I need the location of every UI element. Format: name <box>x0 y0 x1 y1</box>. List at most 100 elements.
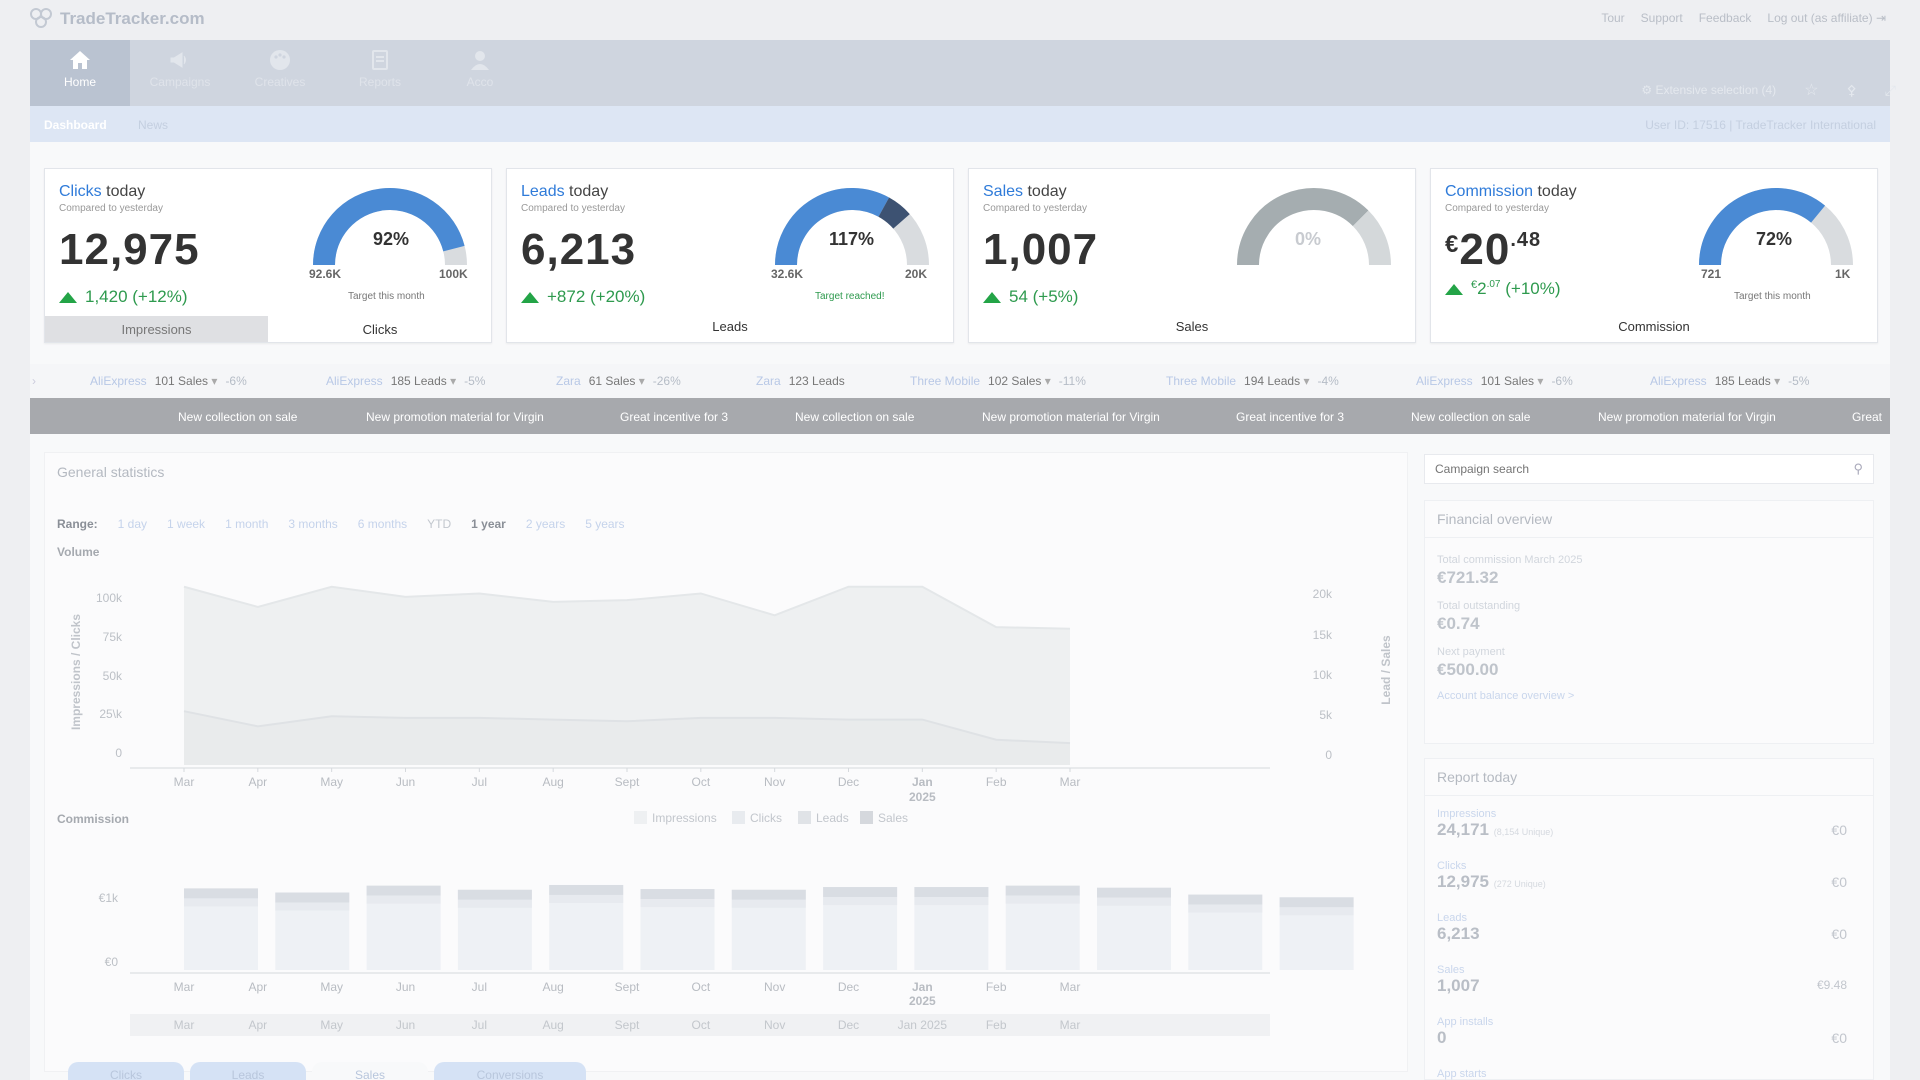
sitemap-icon[interactable]: ⚴ <box>1846 81 1857 98</box>
card-title: Sales today <box>983 183 1067 201</box>
x-tick-label: Mar <box>174 980 195 994</box>
nav-tab-home[interactable]: Home <box>30 40 130 106</box>
legend-label: Clicks <box>750 811 782 825</box>
range-1-week[interactable]: 1 week <box>167 517 206 531</box>
y2-tick-label: 10k <box>1313 668 1333 682</box>
gauge-fill-arc <box>775 188 890 266</box>
ticker-item[interactable]: AliExpress 101 Sales ▾ -6% <box>90 374 247 388</box>
legend-swatch <box>798 811 811 824</box>
report-label: Impressions <box>1437 808 1497 820</box>
report-number: 12,975 <box>1437 872 1489 891</box>
search-input[interactable] <box>1425 455 1825 483</box>
x-tick-label: Jul <box>472 775 487 789</box>
account-balance-link[interactable]: Account balance overview > <box>1437 690 1575 702</box>
ticker-item[interactable]: Zara 123 Leads <box>756 374 845 388</box>
range-1-month[interactable]: 1 month <box>225 517 269 531</box>
news-item[interactable]: New promotion material for Virgin <box>1598 410 1776 424</box>
ticker-value: 101 Sales <box>154 374 209 388</box>
logo-rings-icon <box>30 8 56 30</box>
news-ticker: New collection on sale New promotion mat… <box>30 398 1890 434</box>
gauge-fill-arc <box>313 188 465 266</box>
card-footer: Sales <box>1175 319 1209 334</box>
expand-icon[interactable]: ⤢ <box>1884 81 1896 98</box>
tab-clicks[interactable]: Clicks <box>68 1062 184 1080</box>
ticker-item[interactable]: AliExpress 185 Leads ▾ -5% <box>326 374 485 388</box>
sub-nav: Dashboard News User ID: 17516 | TradeTra… <box>30 106 1890 142</box>
footer-tab-clicks[interactable]: Clicks <box>362 322 398 337</box>
main-nav: Home Campaigns Creatives Reports Acco <box>30 40 1890 106</box>
report-commission: €0 <box>1831 926 1847 942</box>
news-item[interactable]: Great incentive for 3 <box>1236 410 1345 424</box>
nav-tab-creatives[interactable]: Creatives <box>230 40 330 106</box>
ticker-item[interactable]: Three Mobile 102 Sales ▾ -11% <box>910 374 1086 388</box>
range-3-months[interactable]: 3 months <box>288 517 338 531</box>
feedback-link[interactable]: Feedback <box>1698 11 1752 25</box>
news-item[interactable]: New promotion material for Virgin <box>366 410 544 424</box>
ticker-item[interactable]: Zara 61 Sales ▾ -26% <box>556 374 681 388</box>
ticker-item[interactable]: AliExpress 185 Leads ▾ -5% <box>1650 374 1809 388</box>
ticker-value: 185 Leads <box>1714 374 1771 388</box>
commission-bar-mid <box>184 898 258 907</box>
tab-sales[interactable]: Sales <box>312 1062 428 1080</box>
ticker-delta: -6% <box>1551 374 1573 388</box>
report-today: Report today Impressions 24,171 (8,154 U… <box>1424 758 1874 1080</box>
news-item[interactable]: Great incentive for 3 <box>620 410 729 424</box>
support-link[interactable]: Support <box>1640 11 1683 25</box>
news-item[interactable]: New collection on sale <box>178 410 298 424</box>
ticker-program: Zara <box>756 374 781 388</box>
nav-tab-campaigns-label: Campaigns <box>149 75 211 89</box>
ticker-delta: -11% <box>1058 374 1086 388</box>
logout-link[interactable]: Log out (as affiliate) ⇥ <box>1767 11 1886 25</box>
ticker-value: 102 Sales <box>988 374 1042 388</box>
commission-bar-mid <box>640 899 715 908</box>
search-icon[interactable]: ⚲ <box>1853 461 1863 476</box>
card-value-cents: .48 <box>1510 229 1542 251</box>
star-icon[interactable]: ☆ <box>1804 82 1819 99</box>
card-suffix: today <box>1537 183 1577 200</box>
tour-link[interactable]: Tour <box>1601 11 1625 25</box>
fin-value: €721.32 <box>1437 568 1499 587</box>
card-value: 6,213 <box>521 225 637 274</box>
stats-ticker: › AliExpress 101 Sales ▾ -6% AliExpress 185… <box>30 364 1890 398</box>
range-6-months[interactable]: 6 months <box>357 517 408 531</box>
x-tick-label: Jan <box>912 775 933 789</box>
news-item[interactable]: New promotion material for Virgin <box>982 410 1160 424</box>
nav-tab-campaigns[interactable]: Campaigns <box>130 40 230 106</box>
y2-tick-label: 5k <box>1319 708 1333 722</box>
fin-value: €0.74 <box>1437 614 1480 633</box>
news-item[interactable]: New collection on sale <box>795 410 915 424</box>
subnav-dashboard[interactable]: Dashboard <box>44 118 107 132</box>
nav-tab-account[interactable]: Acco <box>430 40 530 106</box>
extensive-selection[interactable]: ⚙ Extensive selection (4) <box>1641 83 1776 97</box>
x-tick-label: Sept <box>615 775 640 789</box>
chevron-down-icon: ▾ <box>1774 374 1781 388</box>
gauge-target: Target this month <box>1734 291 1811 302</box>
subnav-news[interactable]: News <box>138 118 169 132</box>
range-1-day[interactable]: 1 day <box>117 517 148 531</box>
range-2-years[interactable]: 2 years <box>525 517 566 531</box>
gauge-fill-arc <box>1699 188 1826 266</box>
brand-logo[interactable]: TradeTracker.com <box>30 8 205 30</box>
range-ytd[interactable]: YTD <box>427 517 452 531</box>
range-5-years[interactable]: 5 years <box>585 517 625 531</box>
report-icon <box>372 50 388 70</box>
ticker-item[interactable]: Three Mobile 194 Leads ▾ -4% <box>1166 374 1339 388</box>
y2-tick-label: 20k <box>1313 587 1333 601</box>
commission-bar-top <box>914 887 989 898</box>
footer-tab-impressions[interactable]: Impressions <box>45 316 268 342</box>
tab-leads[interactable]: Leads <box>190 1062 306 1080</box>
gauge <box>1699 188 1853 266</box>
nav-tab-reports[interactable]: Reports <box>330 40 430 106</box>
report-commission: €0 <box>1831 822 1847 838</box>
bottom-tabs: Clicks Leads Sales Conversions <box>68 1062 586 1080</box>
campaign-search: ⚲ <box>1424 454 1874 484</box>
news-item[interactable]: New collection on sale <box>1411 410 1531 424</box>
range-1-year[interactable]: 1 year <box>471 517 506 531</box>
tab-conversions[interactable]: Conversions <box>434 1062 586 1080</box>
legend-swatch <box>732 811 745 824</box>
report-label: Clicks <box>1437 860 1467 872</box>
ticker-item[interactable]: AliExpress 101 Sales ▾ -6% <box>1416 374 1573 388</box>
x-tick-label: Dec <box>838 775 859 789</box>
news-item[interactable]: Great <box>1852 410 1883 424</box>
y-tick-label: 25\k <box>99 707 123 721</box>
